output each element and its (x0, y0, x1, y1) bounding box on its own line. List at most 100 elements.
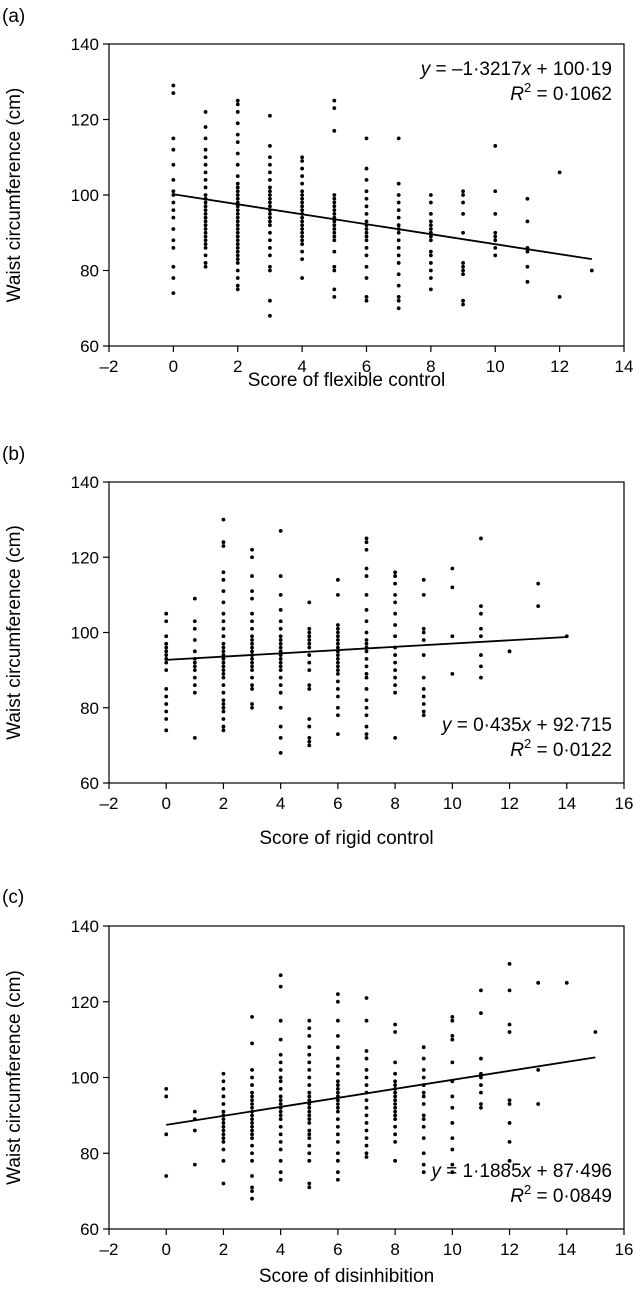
data-point (393, 1102, 398, 1106)
data-point (278, 1147, 283, 1152)
data-point (278, 626, 283, 631)
x-tick-label: 2 (219, 794, 228, 813)
data-point (171, 83, 176, 88)
data-point (393, 1132, 398, 1137)
data-point (307, 1117, 312, 1122)
data-point (268, 268, 272, 273)
data-point (250, 1102, 254, 1106)
data-point (300, 227, 305, 231)
data-point (364, 713, 369, 718)
data-point (278, 1117, 283, 1122)
data-point (396, 200, 401, 205)
data-point (307, 668, 312, 673)
data-point (221, 641, 226, 646)
data-point (203, 253, 208, 258)
data-point (221, 664, 226, 669)
data-point (335, 1132, 340, 1137)
data-point (332, 234, 337, 239)
x-tick-label: 16 (615, 794, 633, 813)
data-point (307, 1045, 312, 1050)
data-point (300, 174, 305, 179)
data-point (421, 1170, 426, 1175)
data-point (393, 675, 398, 680)
data-point (307, 638, 312, 642)
x-tick-label: 0 (169, 357, 178, 376)
data-point (250, 664, 254, 669)
data-point (164, 728, 169, 733)
data-point (335, 1033, 340, 1038)
data-point (335, 687, 340, 691)
data-point (364, 656, 369, 661)
data-point (335, 630, 340, 635)
data-point (235, 215, 240, 220)
data-point (307, 630, 312, 635)
data-point (307, 1128, 312, 1133)
data-point (364, 608, 369, 612)
y-tick-label: 100 (71, 186, 99, 205)
data-point (235, 181, 240, 186)
data-point (364, 1056, 369, 1061)
data-point (203, 245, 208, 250)
data-point (300, 276, 305, 280)
data-point (203, 185, 208, 190)
data-point (364, 276, 369, 280)
data-point (421, 630, 426, 635)
data-point (335, 1083, 340, 1087)
data-point (203, 204, 208, 209)
data-point (278, 984, 283, 989)
data-point (235, 211, 240, 216)
x-tick-label: 12 (500, 794, 519, 813)
data-point (250, 683, 254, 688)
data-point (335, 1071, 340, 1076)
data-point (396, 193, 401, 197)
data-point (364, 1121, 369, 1125)
data-point (250, 589, 254, 594)
data-point (332, 211, 337, 216)
data-point (164, 649, 169, 654)
x-tick-label: –2 (100, 794, 119, 813)
x-tick-label: –2 (100, 1240, 119, 1259)
data-point (235, 230, 240, 235)
data-point (396, 245, 401, 250)
data-point (164, 1086, 169, 1091)
data-point (221, 683, 226, 688)
data-point (450, 1037, 455, 1042)
data-point (428, 287, 433, 292)
data-point (393, 683, 398, 688)
data-point (235, 261, 240, 265)
data-point (250, 675, 254, 680)
x-tick-label: 8 (390, 1240, 399, 1259)
data-point (421, 702, 426, 706)
x-axis-label: Score of disinhibition (259, 1266, 434, 1287)
data-point (278, 973, 283, 978)
data-point (450, 1121, 455, 1125)
data-point (335, 1117, 340, 1122)
data-point (221, 1094, 226, 1099)
data-point (493, 211, 498, 216)
data-point (393, 1117, 398, 1122)
data-point (278, 529, 283, 533)
data-point (364, 178, 369, 182)
data-point (278, 619, 283, 624)
data-point (221, 626, 226, 631)
data-point (300, 159, 305, 163)
data-point (335, 1109, 340, 1114)
data-point (221, 589, 226, 594)
data-point (278, 574, 283, 578)
data-point (364, 1151, 369, 1156)
data-point (393, 690, 398, 695)
data-point (421, 626, 426, 631)
data-point (221, 1124, 226, 1129)
data-point (479, 626, 483, 631)
data-point (525, 196, 530, 201)
data-point (396, 253, 401, 258)
data-point (393, 1022, 398, 1027)
data-point (335, 713, 340, 718)
data-point (307, 724, 312, 729)
data-point (493, 245, 498, 250)
data-point (235, 151, 240, 156)
data-point (450, 1015, 455, 1019)
data-point (396, 208, 401, 213)
data-point (364, 204, 369, 209)
